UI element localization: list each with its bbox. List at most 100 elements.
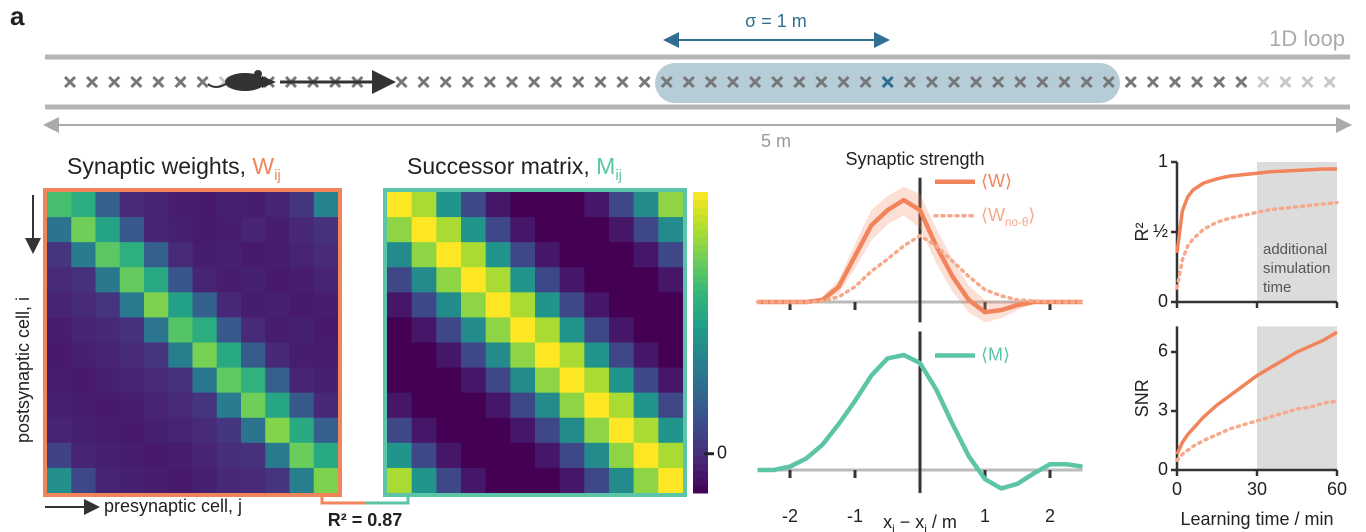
- heatmap-cell: [461, 392, 487, 419]
- heatmap-cell: [216, 267, 242, 293]
- mouse: [207, 70, 276, 91]
- colorbar-step: [693, 312, 708, 321]
- heatmap-cell: [411, 467, 437, 494]
- heatmap-cell: [609, 467, 635, 494]
- heatmap-cell: [436, 242, 462, 268]
- heatmap-cell: [658, 392, 684, 419]
- heatmap-cell: [658, 267, 684, 293]
- heatmap-cell: [535, 317, 561, 343]
- text-part: ⟨M⟩: [981, 344, 1010, 364]
- cross-stroke: [417, 75, 430, 89]
- heatmap-cell: [510, 417, 536, 444]
- heatmap-cell: [192, 317, 218, 343]
- heatmap-cell: [461, 417, 487, 444]
- heatmap-cell: [95, 392, 121, 419]
- heatmap-cell: [387, 367, 413, 394]
- heatmap-cell: [95, 242, 121, 268]
- heatmap-cell: [584, 417, 610, 444]
- shade: [1257, 326, 1337, 470]
- heatmap-cell: [313, 192, 339, 218]
- heatmap-cell: [584, 242, 610, 268]
- heatmap-cell: [289, 342, 315, 369]
- cross: [483, 75, 496, 89]
- heatmap-cell: [71, 392, 96, 419]
- heatmap-cell: [436, 192, 462, 218]
- cross: [837, 75, 850, 89]
- heatmap-cell: [265, 417, 290, 444]
- heatmap-cell: [461, 367, 487, 394]
- heatmap-cell: [485, 442, 511, 469]
- heatmap-cell: [535, 217, 561, 243]
- heatmap-cell: [609, 192, 635, 218]
- heatmap-cell: [485, 267, 511, 293]
- line: [757, 197, 1083, 315]
- heatmap-cell: [584, 467, 610, 494]
- heatmap-cell: [510, 392, 536, 419]
- heatmap-cell: [559, 467, 585, 494]
- heatmap-cell: [461, 267, 487, 293]
- heatmap-cell: [119, 442, 145, 469]
- heatmap-cell: [289, 367, 315, 394]
- cross: [1014, 75, 1027, 89]
- legend-label: ⟨Wno-θ⟩: [981, 205, 1035, 229]
- heatmap-cell: [633, 392, 659, 419]
- heatmap-cell: [47, 417, 72, 444]
- cross: [528, 75, 541, 89]
- heatmap-cell: [95, 367, 121, 394]
- legend-label: ⟨W⟩: [981, 171, 1012, 191]
- heatmap-cell: [633, 217, 659, 243]
- heatmap-cell: [95, 292, 121, 318]
- heatmap-cell: [387, 342, 413, 369]
- heatmap-cell: [192, 442, 218, 469]
- colorbar-step: [693, 282, 708, 291]
- heatmap-cell: [168, 342, 193, 369]
- heatmap-cell: [559, 392, 585, 419]
- cross: [1257, 75, 1270, 89]
- heatmap-cell: [411, 417, 437, 444]
- heatmap-cell: [658, 242, 684, 268]
- colorbar-step: [693, 192, 708, 201]
- cross-stroke: [152, 75, 165, 89]
- heatmap-cell: [216, 317, 242, 343]
- x-tick-label: -2: [782, 506, 798, 526]
- subscript: ij: [274, 167, 281, 184]
- cross-stroke: [970, 75, 983, 89]
- heatmap-cell: [144, 292, 169, 318]
- heatmap-cell: [609, 242, 635, 268]
- heatmap-cell: [461, 192, 487, 218]
- y-tick-label: 0: [1158, 291, 1168, 311]
- cross: [1080, 75, 1093, 89]
- heatmap-cell: [119, 342, 145, 369]
- cross: [1213, 75, 1226, 89]
- heatmap-cell: [95, 442, 121, 469]
- heatmap-cell: [192, 292, 218, 318]
- heatmap-cell: [461, 317, 487, 343]
- heatmap-cell: [584, 317, 610, 343]
- x-tick-label: 1: [980, 506, 990, 526]
- cross-stroke: [616, 75, 629, 89]
- bracket: [365, 495, 410, 505]
- heatmap-cell: [168, 392, 193, 419]
- heatmap-cell: [633, 367, 659, 394]
- cross: [174, 75, 187, 89]
- heatmap-cell: [71, 367, 96, 394]
- heatmap-cell: [436, 417, 462, 444]
- heatmap-cell: [313, 442, 339, 469]
- colorbar-step: [693, 274, 708, 283]
- heatmap-cell: [658, 317, 684, 343]
- shade: [1257, 162, 1337, 302]
- text-part: W: [252, 153, 274, 179]
- colorbar-step: [693, 222, 708, 231]
- heatmap-cell: [289, 242, 315, 268]
- shade-label: additional: [1263, 241, 1327, 258]
- heatmap-cell: [584, 367, 610, 394]
- heatmap-cell: [71, 192, 96, 218]
- heatmap-cell: [313, 417, 339, 444]
- text-part: M: [596, 153, 615, 179]
- mouse-tail: [207, 83, 227, 88]
- text-part: Successor matrix,: [407, 153, 596, 179]
- heatmap-cell: [289, 442, 315, 469]
- colorbar-step: [693, 252, 708, 261]
- heatmap-cell: [485, 317, 511, 343]
- heatmap-cell: [265, 192, 290, 218]
